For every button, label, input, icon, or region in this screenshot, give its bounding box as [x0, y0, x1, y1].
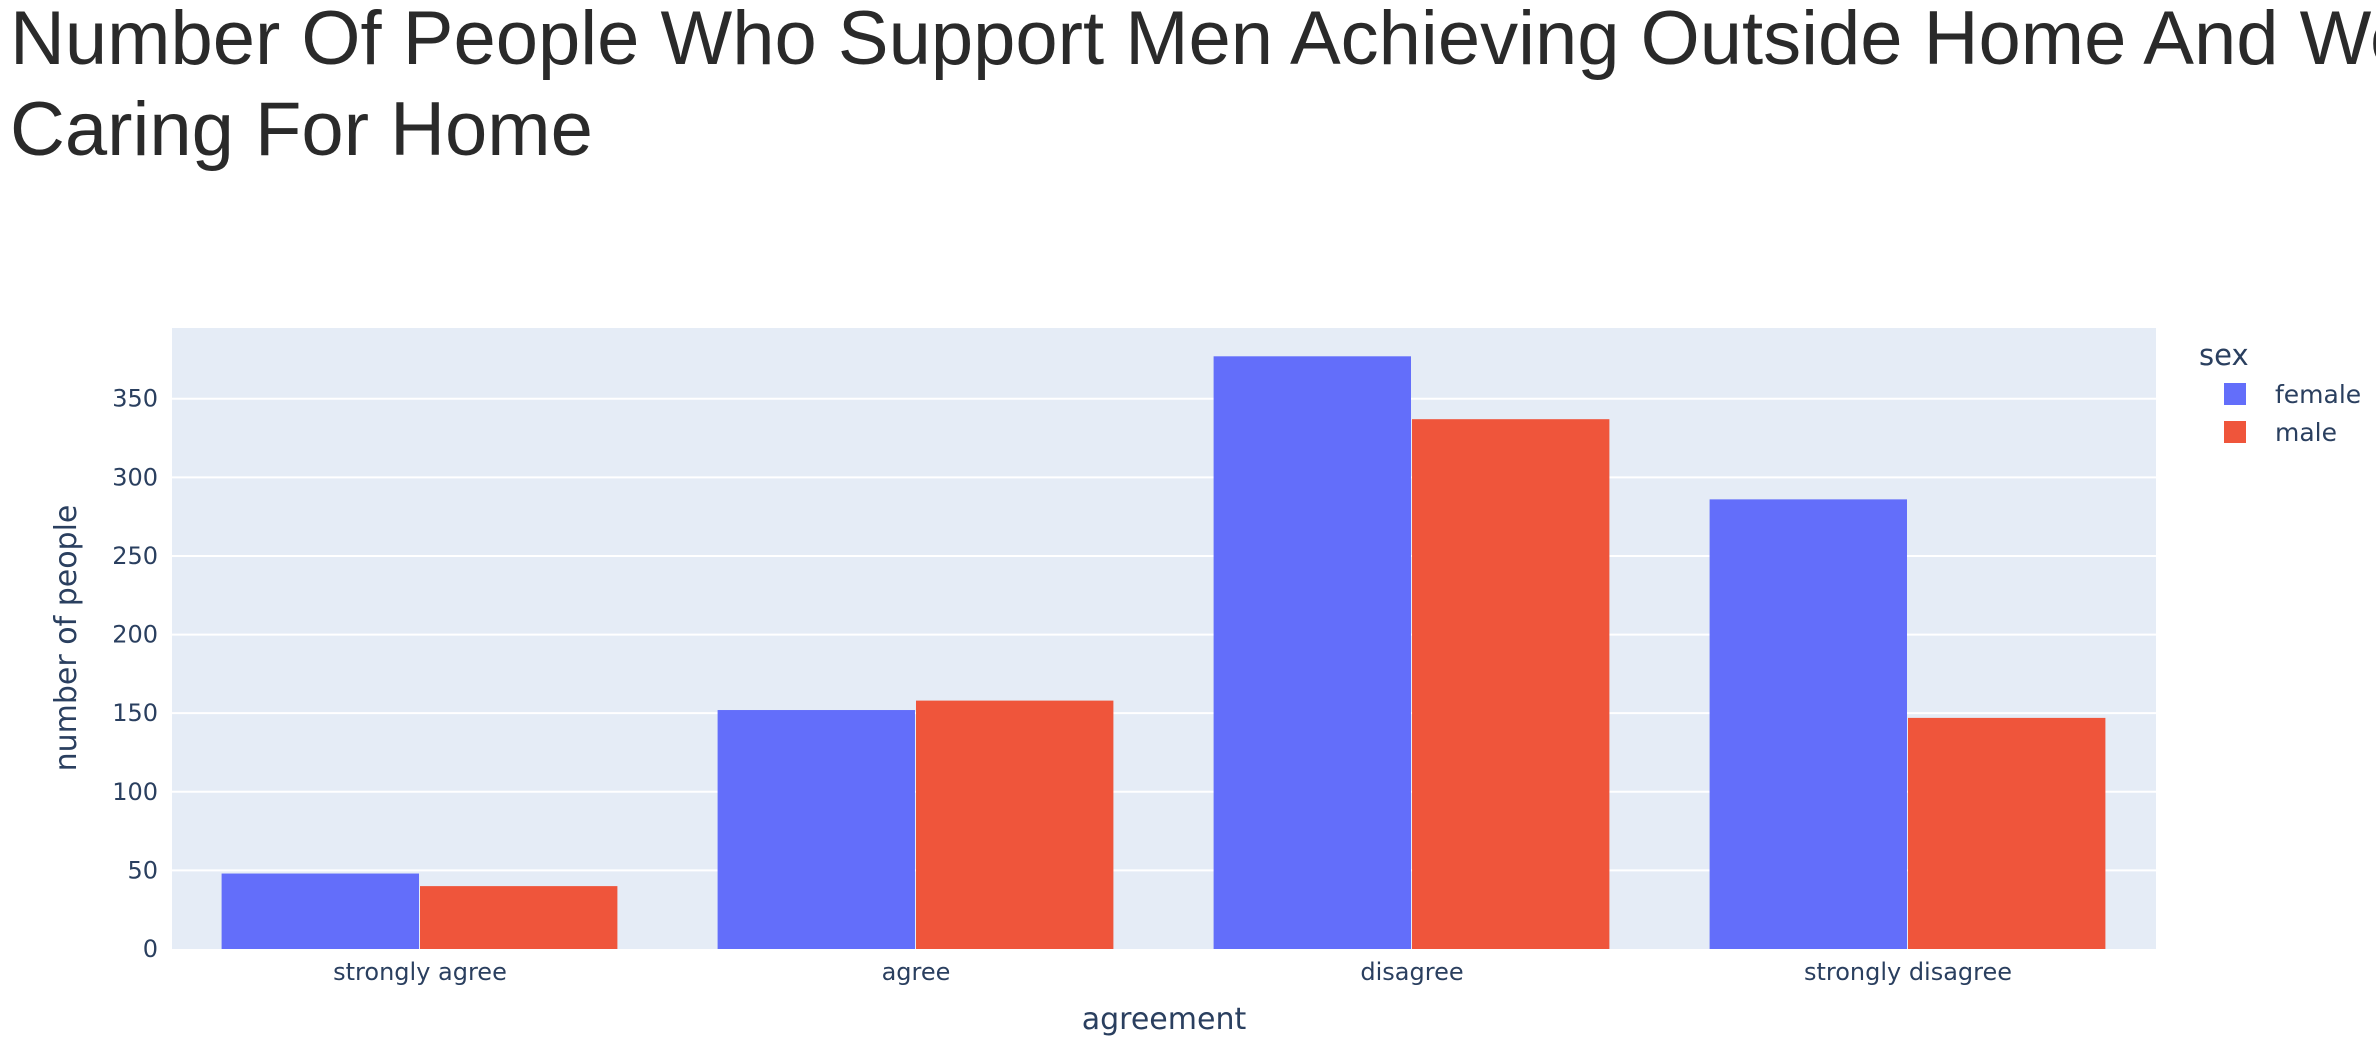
legend-items: female male: [2224, 380, 2361, 447]
y-tick-label: 100: [112, 778, 158, 806]
chart-title-line-1: Number Of People Who Support Men Achievi…: [10, 0, 2376, 81]
legend-label-male: male: [2275, 418, 2337, 447]
x-tick-label: strongly disagree: [1804, 958, 2012, 986]
y-tick-label: 350: [112, 385, 158, 413]
y-tick-label: 50: [127, 856, 158, 884]
legend-label-female: female: [2275, 380, 2361, 409]
y-tick-label: 250: [112, 542, 158, 570]
bar-male-agree: [916, 700, 1114, 949]
x-tick-label: agree: [882, 958, 951, 986]
y-axis-ticks: 0 50 100 150 200 250 300 350: [112, 385, 158, 963]
legend-title: sex: [2199, 338, 2249, 372]
bar-female-agree: [717, 710, 915, 949]
y-tick-label: 300: [112, 463, 158, 491]
bar-male-strongly-agree: [420, 886, 618, 949]
bars: [221, 356, 2106, 950]
y-axis-title: number of people: [49, 505, 84, 772]
chart-title-line-2: Caring For Home: [10, 87, 593, 172]
y-tick-label: 200: [112, 621, 158, 649]
bar-male-strongly-disagree: [1908, 717, 2106, 949]
gridlines: [172, 397, 2156, 872]
bar-female-strongly-disagree: [1709, 499, 1907, 949]
legend: sex female male: [2199, 338, 2361, 447]
legend-swatch-female: [2224, 383, 2246, 405]
y-tick-label: 0: [143, 935, 158, 963]
y-tick-label: 150: [112, 699, 158, 727]
x-axis-title: agreement: [1082, 1002, 1247, 1037]
bar-female-strongly-agree: [221, 873, 419, 949]
x-axis-ticks: strongly agree agree disagree strongly disa…: [333, 958, 2012, 986]
legend-swatch-male: [2224, 421, 2246, 443]
x-tick-label: disagree: [1360, 958, 1463, 986]
bar-male-disagree: [1412, 419, 1610, 949]
x-tick-label: strongly agree: [333, 958, 507, 986]
bar-female-disagree: [1213, 356, 1411, 950]
